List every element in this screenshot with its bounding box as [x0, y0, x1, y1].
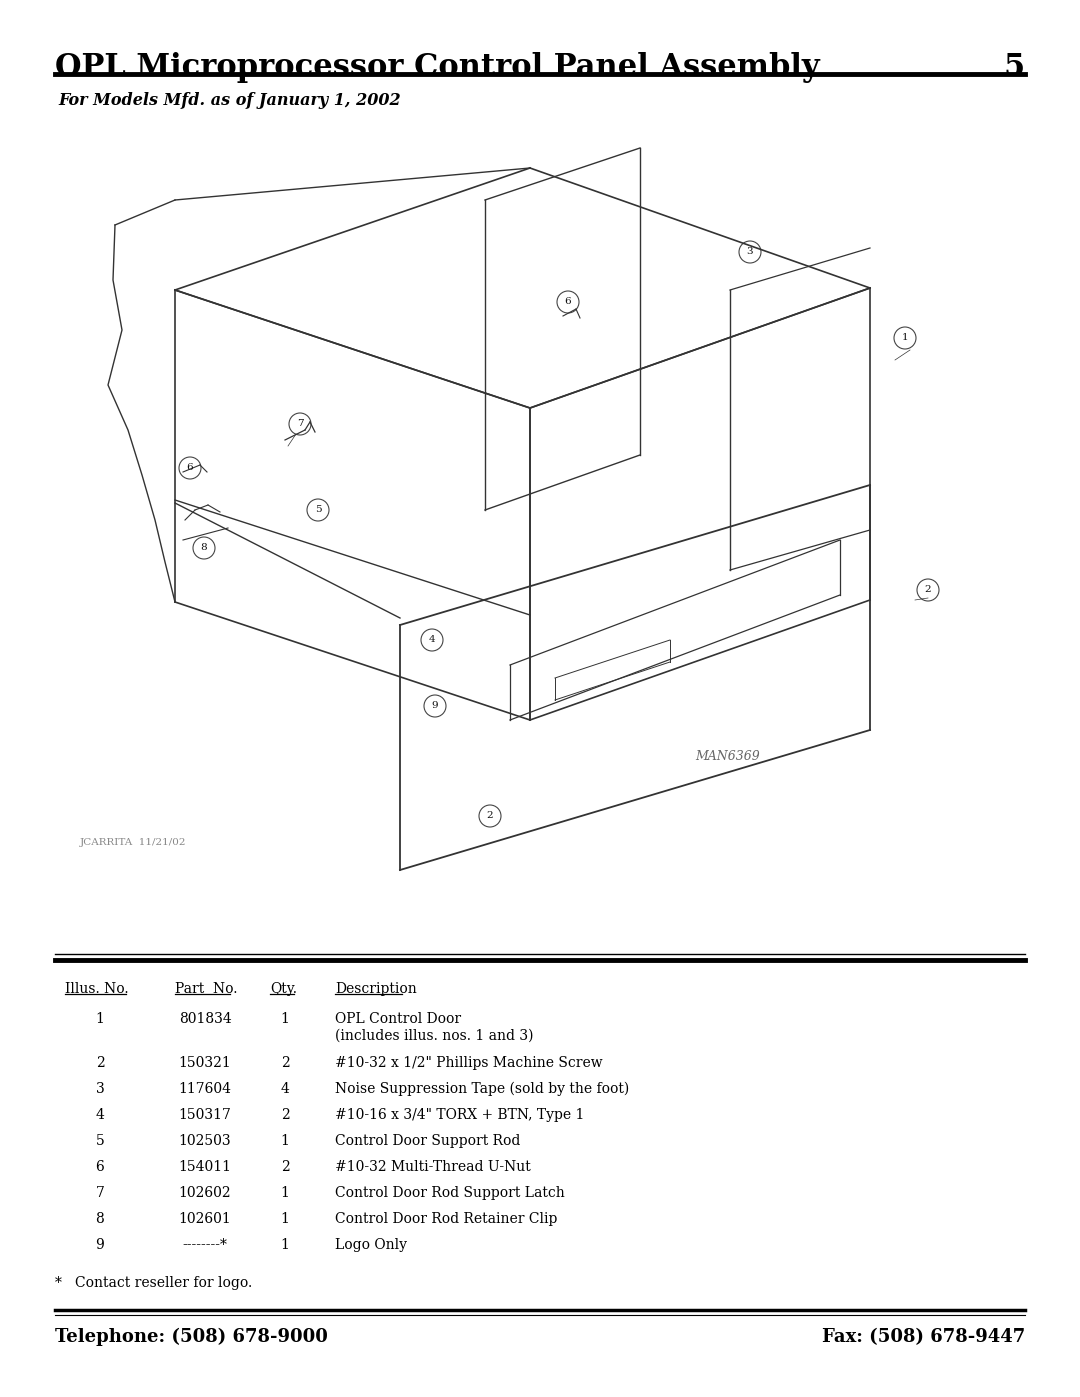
Text: Telephone: (508) 678-9000: Telephone: (508) 678-9000: [55, 1329, 328, 1347]
Text: Control Door Rod Retainer Clip: Control Door Rod Retainer Clip: [335, 1213, 557, 1227]
Text: 5: 5: [1004, 52, 1025, 82]
Text: 117604: 117604: [178, 1083, 231, 1097]
Text: Qty.: Qty.: [270, 982, 297, 996]
Text: 102601: 102601: [178, 1213, 231, 1227]
Text: 4: 4: [95, 1108, 105, 1122]
Text: 3: 3: [746, 247, 754, 257]
Text: 9: 9: [96, 1238, 105, 1252]
Text: --------*: --------*: [183, 1238, 228, 1252]
Text: #10-16 x 3/4" TORX + BTN, Type 1: #10-16 x 3/4" TORX + BTN, Type 1: [335, 1108, 584, 1122]
Text: 8: 8: [201, 543, 207, 552]
Text: 9: 9: [432, 701, 438, 711]
Text: 1: 1: [281, 1238, 289, 1252]
Text: 1: 1: [902, 334, 908, 342]
Text: 150321: 150321: [178, 1056, 231, 1070]
Text: 1: 1: [281, 1011, 289, 1025]
Text: 4: 4: [429, 636, 435, 644]
Text: OPL Microprocessor Control Panel Assembly: OPL Microprocessor Control Panel Assembl…: [55, 52, 820, 82]
Text: 3: 3: [96, 1083, 105, 1097]
Text: 2: 2: [96, 1056, 105, 1070]
Text: Noise Suppression Tape (sold by the foot): Noise Suppression Tape (sold by the foot…: [335, 1083, 630, 1097]
Text: 2: 2: [281, 1160, 289, 1173]
Text: 6: 6: [96, 1160, 105, 1173]
Text: 102602: 102602: [178, 1186, 231, 1200]
Text: Part  No.: Part No.: [175, 982, 238, 996]
Text: 5: 5: [96, 1134, 105, 1148]
Text: 6: 6: [187, 464, 193, 472]
Text: 2: 2: [281, 1108, 289, 1122]
Text: 6: 6: [565, 298, 571, 306]
Text: 102503: 102503: [178, 1134, 231, 1148]
Text: 154011: 154011: [178, 1160, 231, 1173]
Text: (includes illus. nos. 1 and 3): (includes illus. nos. 1 and 3): [335, 1030, 534, 1044]
Text: Illus. No.: Illus. No.: [65, 982, 129, 996]
Text: 1: 1: [95, 1011, 105, 1025]
Text: 801834: 801834: [178, 1011, 231, 1025]
Text: 2: 2: [487, 812, 494, 820]
Text: 2: 2: [924, 585, 931, 595]
Text: 150317: 150317: [178, 1108, 231, 1122]
Text: 7: 7: [297, 419, 303, 429]
Text: MAN6369: MAN6369: [696, 750, 759, 763]
Text: 8: 8: [96, 1213, 105, 1227]
Text: 1: 1: [281, 1134, 289, 1148]
Text: For Models Mfd. as of January 1, 2002: For Models Mfd. as of January 1, 2002: [58, 92, 401, 109]
Text: 1: 1: [281, 1213, 289, 1227]
Text: 2: 2: [281, 1056, 289, 1070]
Text: #10-32 Multi-Thread U-Nut: #10-32 Multi-Thread U-Nut: [335, 1160, 530, 1173]
Text: #10-32 x 1/2" Phillips Machine Screw: #10-32 x 1/2" Phillips Machine Screw: [335, 1056, 603, 1070]
Text: Control Door Support Rod: Control Door Support Rod: [335, 1134, 521, 1148]
Text: Logo Only: Logo Only: [335, 1238, 407, 1252]
Text: OPL Control Door: OPL Control Door: [335, 1011, 461, 1025]
Text: 1: 1: [281, 1186, 289, 1200]
Text: *   Contact reseller for logo.: * Contact reseller for logo.: [55, 1275, 253, 1289]
Text: JCARRITA  11/21/02: JCARRITA 11/21/02: [80, 838, 187, 847]
Text: 7: 7: [95, 1186, 105, 1200]
Text: 4: 4: [281, 1083, 289, 1097]
Text: 5: 5: [314, 506, 322, 514]
Text: Fax: (508) 678-9447: Fax: (508) 678-9447: [822, 1329, 1025, 1345]
Text: Control Door Rod Support Latch: Control Door Rod Support Latch: [335, 1186, 565, 1200]
Text: Description: Description: [335, 982, 417, 996]
